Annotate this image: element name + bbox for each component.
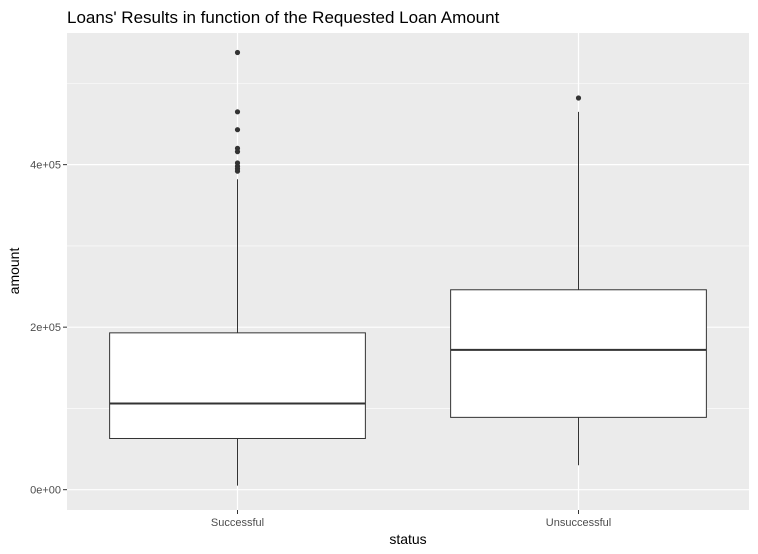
x-axis-title: status bbox=[389, 531, 426, 547]
y-tick-label: 2e+05 bbox=[30, 322, 61, 334]
iqr-box bbox=[109, 332, 366, 439]
outlier-point bbox=[234, 149, 241, 155]
outlier-point bbox=[234, 168, 241, 174]
outlier-point bbox=[234, 127, 241, 133]
box-unsuccessful bbox=[450, 95, 707, 466]
box-successful bbox=[109, 49, 366, 486]
outlier-point bbox=[234, 109, 241, 115]
outlier-point bbox=[575, 95, 582, 101]
chart-title: Loans' Results in function of the Reques… bbox=[67, 8, 500, 27]
x-tick-label: Successful bbox=[211, 517, 264, 529]
box-layer bbox=[109, 49, 707, 486]
y-tick-label: 0e+00 bbox=[30, 485, 61, 497]
outlier-point bbox=[234, 49, 241, 56]
axis-layer: 0e+00 2e+05 4e+05 Successful Unsuccessful bbox=[30, 160, 611, 529]
y-axis-title: amount bbox=[6, 248, 22, 295]
iqr-box bbox=[450, 289, 707, 418]
y-tick-label: 4e+05 bbox=[30, 160, 61, 172]
x-tick-label: Unsuccessful bbox=[546, 517, 611, 529]
